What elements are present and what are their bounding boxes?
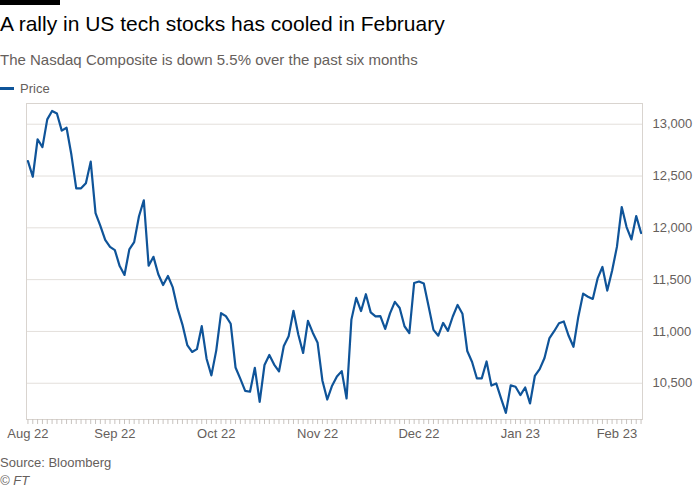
html-text:The Nasdaq Composite is down 5: The Nasdaq Composite is down 5.5% over t… (0, 51, 418, 68)
svg-text:13,000: 13,000 (653, 116, 693, 131)
svg-text:12,000: 12,000 (653, 220, 693, 235)
svg-text:12,500: 12,500 (653, 168, 693, 183)
svg-text:Oct 22: Oct 22 (197, 426, 235, 441)
svg-text:Nov 22: Nov 22 (297, 426, 338, 441)
svg-text:Dec 22: Dec 22 (398, 426, 439, 441)
svg-text:Sep 22: Sep 22 (94, 426, 135, 441)
svg-text:Aug 22: Aug 22 (7, 426, 48, 441)
html-text:Source: Bloomberg: Source: Bloomberg (0, 455, 112, 470)
html-text:Price: Price (20, 80, 50, 96)
html-text:© FT: © FT (0, 473, 30, 488)
svg-text:11,500: 11,500 (653, 272, 692, 287)
svg-text:11,000: 11,000 (653, 324, 692, 339)
svg-text:10,500: 10,500 (653, 375, 693, 390)
svg-text:Jan 23: Jan 23 (501, 426, 540, 441)
html-text:A rally in US tech stocks has: A rally in US tech stocks has cooled in … (0, 12, 445, 35)
svg-text:Feb 23: Feb 23 (597, 426, 637, 441)
